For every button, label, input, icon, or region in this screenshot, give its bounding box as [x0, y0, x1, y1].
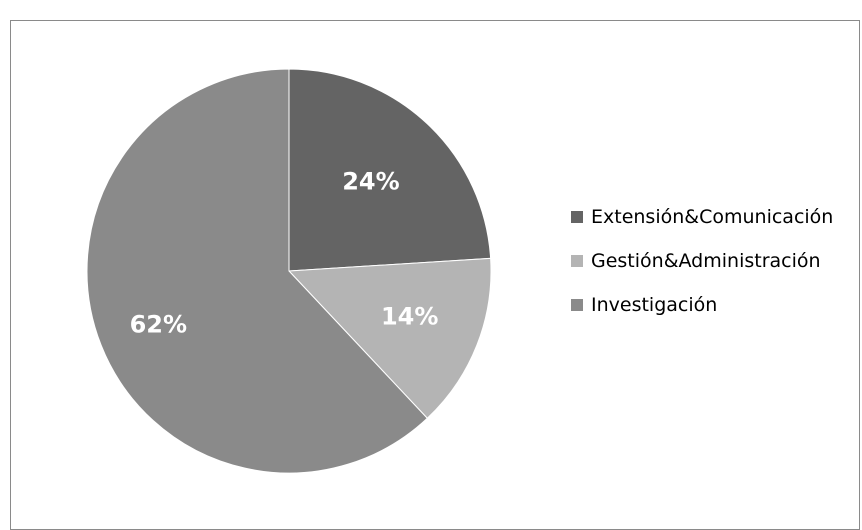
legend-item-investigacion: Investigación: [571, 283, 833, 327]
pie-slice-investigacion: [86, 68, 428, 474]
legend-label-extension: Extensión&Comunicación: [591, 206, 834, 228]
legend-swatch-gestion: [571, 255, 583, 267]
legend-item-extension: Extensión&Comunicación: [571, 195, 833, 239]
data-label-gestion: 14%: [381, 303, 438, 331]
legend-swatch-extension: [571, 211, 583, 223]
pie-slice-extension: [288, 68, 492, 272]
legend-item-gestion: Gestión&Administración: [571, 239, 833, 283]
legend-label-gestion: Gestión&Administración: [591, 250, 821, 272]
data-label-extension: 24%: [342, 168, 399, 196]
legend: Extensión&Comunicación Gestión&Administr…: [571, 195, 833, 327]
legend-swatch-investigacion: [571, 299, 583, 311]
legend-label-investigacion: Investigación: [591, 294, 718, 316]
pie-slice-gestion: [287, 257, 492, 419]
data-label-investigacion: 62%: [130, 311, 187, 339]
